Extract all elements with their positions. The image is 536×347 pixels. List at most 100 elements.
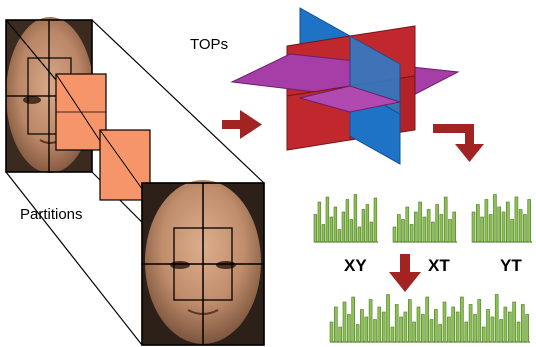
histogram-bar [480, 216, 484, 243]
histogram-bar [494, 294, 499, 343]
histogram-bar [353, 194, 358, 243]
histogram-bar [416, 306, 421, 343]
histogram-bar [510, 219, 514, 243]
face-frame-bottom [141, 180, 265, 346]
histogram-concatenated [329, 294, 530, 343]
label-plane-xy: XY [344, 256, 367, 275]
histogram-bar [325, 196, 330, 243]
histogram-bar [386, 294, 390, 343]
histogram-bar [317, 201, 322, 243]
histogram-bar [399, 316, 403, 343]
histogram-bar [455, 311, 460, 343]
histogram-bar [442, 301, 447, 343]
histogram-bar [373, 319, 377, 343]
histogram-bar [435, 204, 440, 243]
histogram-bar [481, 326, 486, 343]
partition-block-1 [55, 73, 107, 151]
histogram-bar [341, 211, 346, 243]
histogram-yt [471, 194, 532, 243]
histogram-bar [392, 226, 397, 243]
histogram-bar [525, 314, 530, 343]
histogram-bar [520, 304, 525, 343]
label-partitions: Partitions [20, 206, 83, 223]
histogram-bar [431, 221, 435, 243]
tops-planes [230, 7, 460, 165]
histogram-bar [523, 214, 527, 243]
histogram-bar [381, 311, 386, 343]
histogram-bar [477, 299, 482, 343]
histogram-bar [499, 319, 503, 343]
histogram-bar [493, 194, 497, 243]
histogram-bar [516, 321, 521, 343]
histogram-bar [514, 196, 519, 243]
histogram-bar [447, 316, 451, 343]
histogram-bar [357, 226, 362, 243]
histogram-bar [425, 296, 430, 343]
histogram-bar [360, 309, 364, 343]
histogram-bar [438, 324, 443, 343]
histogram-bar [433, 309, 438, 343]
histogram-bar [412, 321, 416, 343]
arrow-bent-icon [433, 124, 484, 162]
histogram-bar [361, 209, 366, 243]
histogram-bar [409, 224, 414, 243]
histogram-bar [313, 214, 318, 243]
histogram-bar [337, 229, 342, 243]
histogram-bar [377, 306, 382, 343]
label-plane-yt: YT [500, 256, 522, 275]
histogram-bar [329, 321, 334, 343]
histogram-bar [355, 324, 360, 343]
histogram-bar [403, 311, 408, 343]
histogram-bar [471, 211, 476, 243]
histogram-bar [345, 199, 350, 243]
histogram-bar [464, 321, 469, 343]
histogram-bar [451, 306, 456, 343]
label-tops: TOPs [190, 36, 229, 53]
histogram-bar [497, 206, 502, 243]
histogram-xy [313, 194, 378, 243]
histogram-bar [396, 214, 401, 243]
histogram-bar [448, 219, 452, 243]
histogram-bar [503, 306, 508, 343]
histogram-bar [351, 296, 356, 343]
histogram-bar [405, 206, 410, 243]
histogram-bar [364, 316, 369, 343]
histogram-bar [373, 197, 378, 243]
histogram-bar [501, 211, 506, 243]
histogram-bar [518, 209, 523, 243]
histogram-bar [338, 326, 343, 343]
histogram-bar [484, 199, 489, 243]
histogram-bar [329, 216, 334, 243]
histogram-bar [439, 214, 444, 243]
histogram-bar [443, 196, 448, 243]
histogram-bar [333, 306, 338, 343]
histogram-bar [452, 211, 457, 243]
histogram-bar [418, 201, 422, 243]
histogram-bar [420, 314, 425, 343]
histogram-bar [429, 319, 434, 343]
histogram-bar [473, 314, 477, 343]
histogram-bar [321, 224, 326, 243]
histogram-bar [490, 316, 495, 343]
arrow-down-icon [389, 254, 421, 292]
histogram-bar [486, 309, 490, 343]
histogram-bar [349, 219, 354, 243]
histogram-bar [505, 201, 510, 243]
histogram-bar [475, 204, 480, 243]
histogram-bar [333, 206, 338, 243]
histogram-bar [507, 311, 512, 343]
histogram-bar [468, 304, 473, 343]
histogram-bar [413, 211, 418, 243]
face-eye-left [23, 96, 41, 104]
histogram-bar [347, 314, 351, 343]
histogram-bar [390, 326, 395, 343]
arrow-right-icon [222, 110, 262, 139]
histogram-bar [460, 296, 464, 343]
histogram-bar [407, 299, 412, 343]
histogram-bar [422, 216, 427, 243]
histogram-bar [369, 221, 374, 243]
histogram-bar [368, 299, 373, 343]
histogram-bar [342, 301, 347, 343]
histogram-bar [426, 209, 431, 243]
